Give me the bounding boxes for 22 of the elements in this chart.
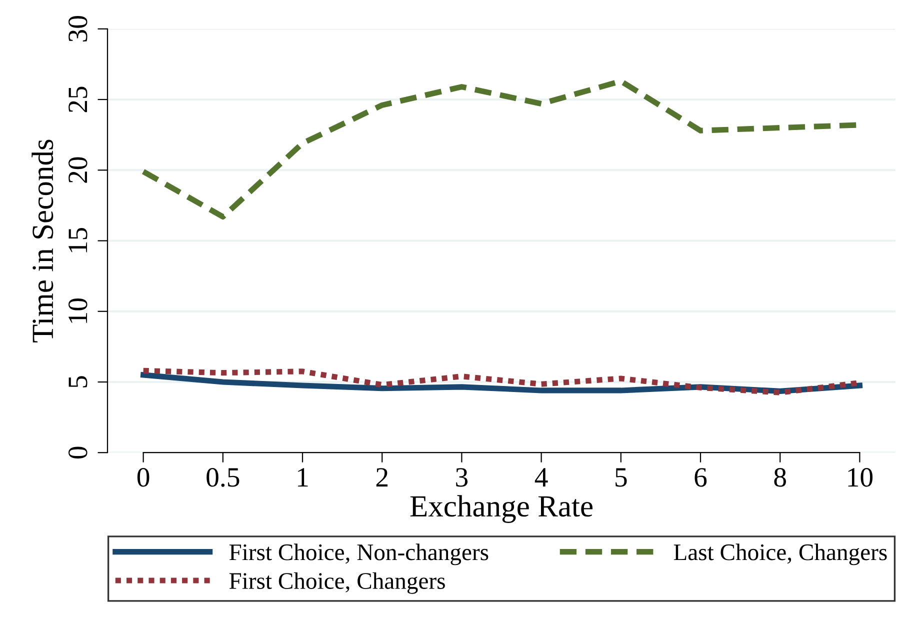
x-tick-label: 0 xyxy=(137,468,150,487)
x-tick-label: 6 xyxy=(694,468,707,487)
y-tick-label: 5 xyxy=(68,376,88,388)
x-tick-label: 1 xyxy=(298,468,308,486)
y-tick-label: 0 xyxy=(68,446,88,458)
legend-label: First Choice, Non-changers xyxy=(229,544,488,566)
x-tick-label: 3 xyxy=(456,468,468,487)
x-tick-label: 8 xyxy=(774,468,786,487)
x-tick-label: 0.5 xyxy=(206,468,240,487)
legend-label: Last Choice, Changers xyxy=(674,544,887,566)
x-axis-title: Exchange Rate xyxy=(410,495,592,523)
y-tick-label: 15 xyxy=(68,228,88,252)
x-tick-label: 2 xyxy=(376,468,388,486)
y-tick-label: 25 xyxy=(68,86,88,112)
x-tick-label: 4 xyxy=(534,468,548,486)
y-tick-label: 20 xyxy=(68,157,88,183)
y-tick-label: 10 xyxy=(68,298,88,323)
y-axis-title: Time in Seconds xyxy=(32,140,54,342)
legend-label: First Choice, Changers xyxy=(229,572,445,594)
x-tick-label: 10 xyxy=(848,468,873,487)
y-tick-label: 30 xyxy=(68,16,88,42)
x-tick-label: 5 xyxy=(616,468,627,487)
